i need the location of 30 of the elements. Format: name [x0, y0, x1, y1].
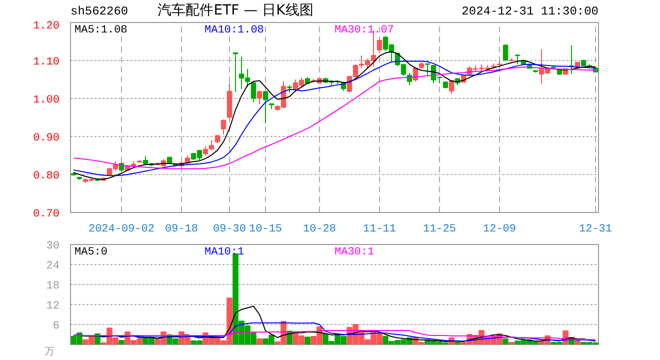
- y-tick-label: 0.70: [33, 208, 60, 220]
- y-tick-label: 1.20: [33, 20, 60, 32]
- y-tick-label: 12: [46, 300, 60, 312]
- y-tick-label: 0.90: [33, 132, 60, 144]
- y-tick-label: 1.10: [33, 56, 60, 68]
- x-tick-label: 10-28: [302, 224, 336, 236]
- text: MA30:1: [334, 246, 375, 258]
- y-tick-label: 0.80: [33, 170, 60, 182]
- x-tick-label: 09-30: [212, 224, 246, 236]
- text: MA5:1.08: [74, 24, 128, 36]
- text: MA5:0: [74, 246, 108, 258]
- x-tick-label: 12-09: [482, 224, 516, 236]
- text: 2024-12-31 11:30:00: [462, 4, 599, 18]
- x-tick-label: 10-15: [248, 224, 282, 236]
- x-tick-label: 11-11: [362, 224, 396, 236]
- y-axis-title: 万: [44, 346, 54, 358]
- text: sh562260: [70, 4, 128, 18]
- text: MA10:1: [204, 246, 245, 258]
- x-tick-label: 11-25: [422, 224, 456, 236]
- x-tick-label: 09-18: [164, 224, 198, 236]
- x-tick-label: 12-31: [578, 224, 612, 236]
- text: MA10:1.08: [204, 24, 264, 36]
- y-tick-label: 18: [46, 280, 60, 292]
- y-tick-label: 24: [46, 260, 60, 272]
- chart-title: 汽车配件ETF — 日K线图: [158, 2, 314, 18]
- y-tick-label: 1.00: [33, 94, 60, 106]
- y-tick-label: 30: [46, 240, 60, 252]
- text: MA30:1.07: [334, 24, 394, 36]
- x-tick-label: 2024-09-02: [88, 224, 155, 236]
- y-tick-label: 6: [52, 320, 60, 332]
